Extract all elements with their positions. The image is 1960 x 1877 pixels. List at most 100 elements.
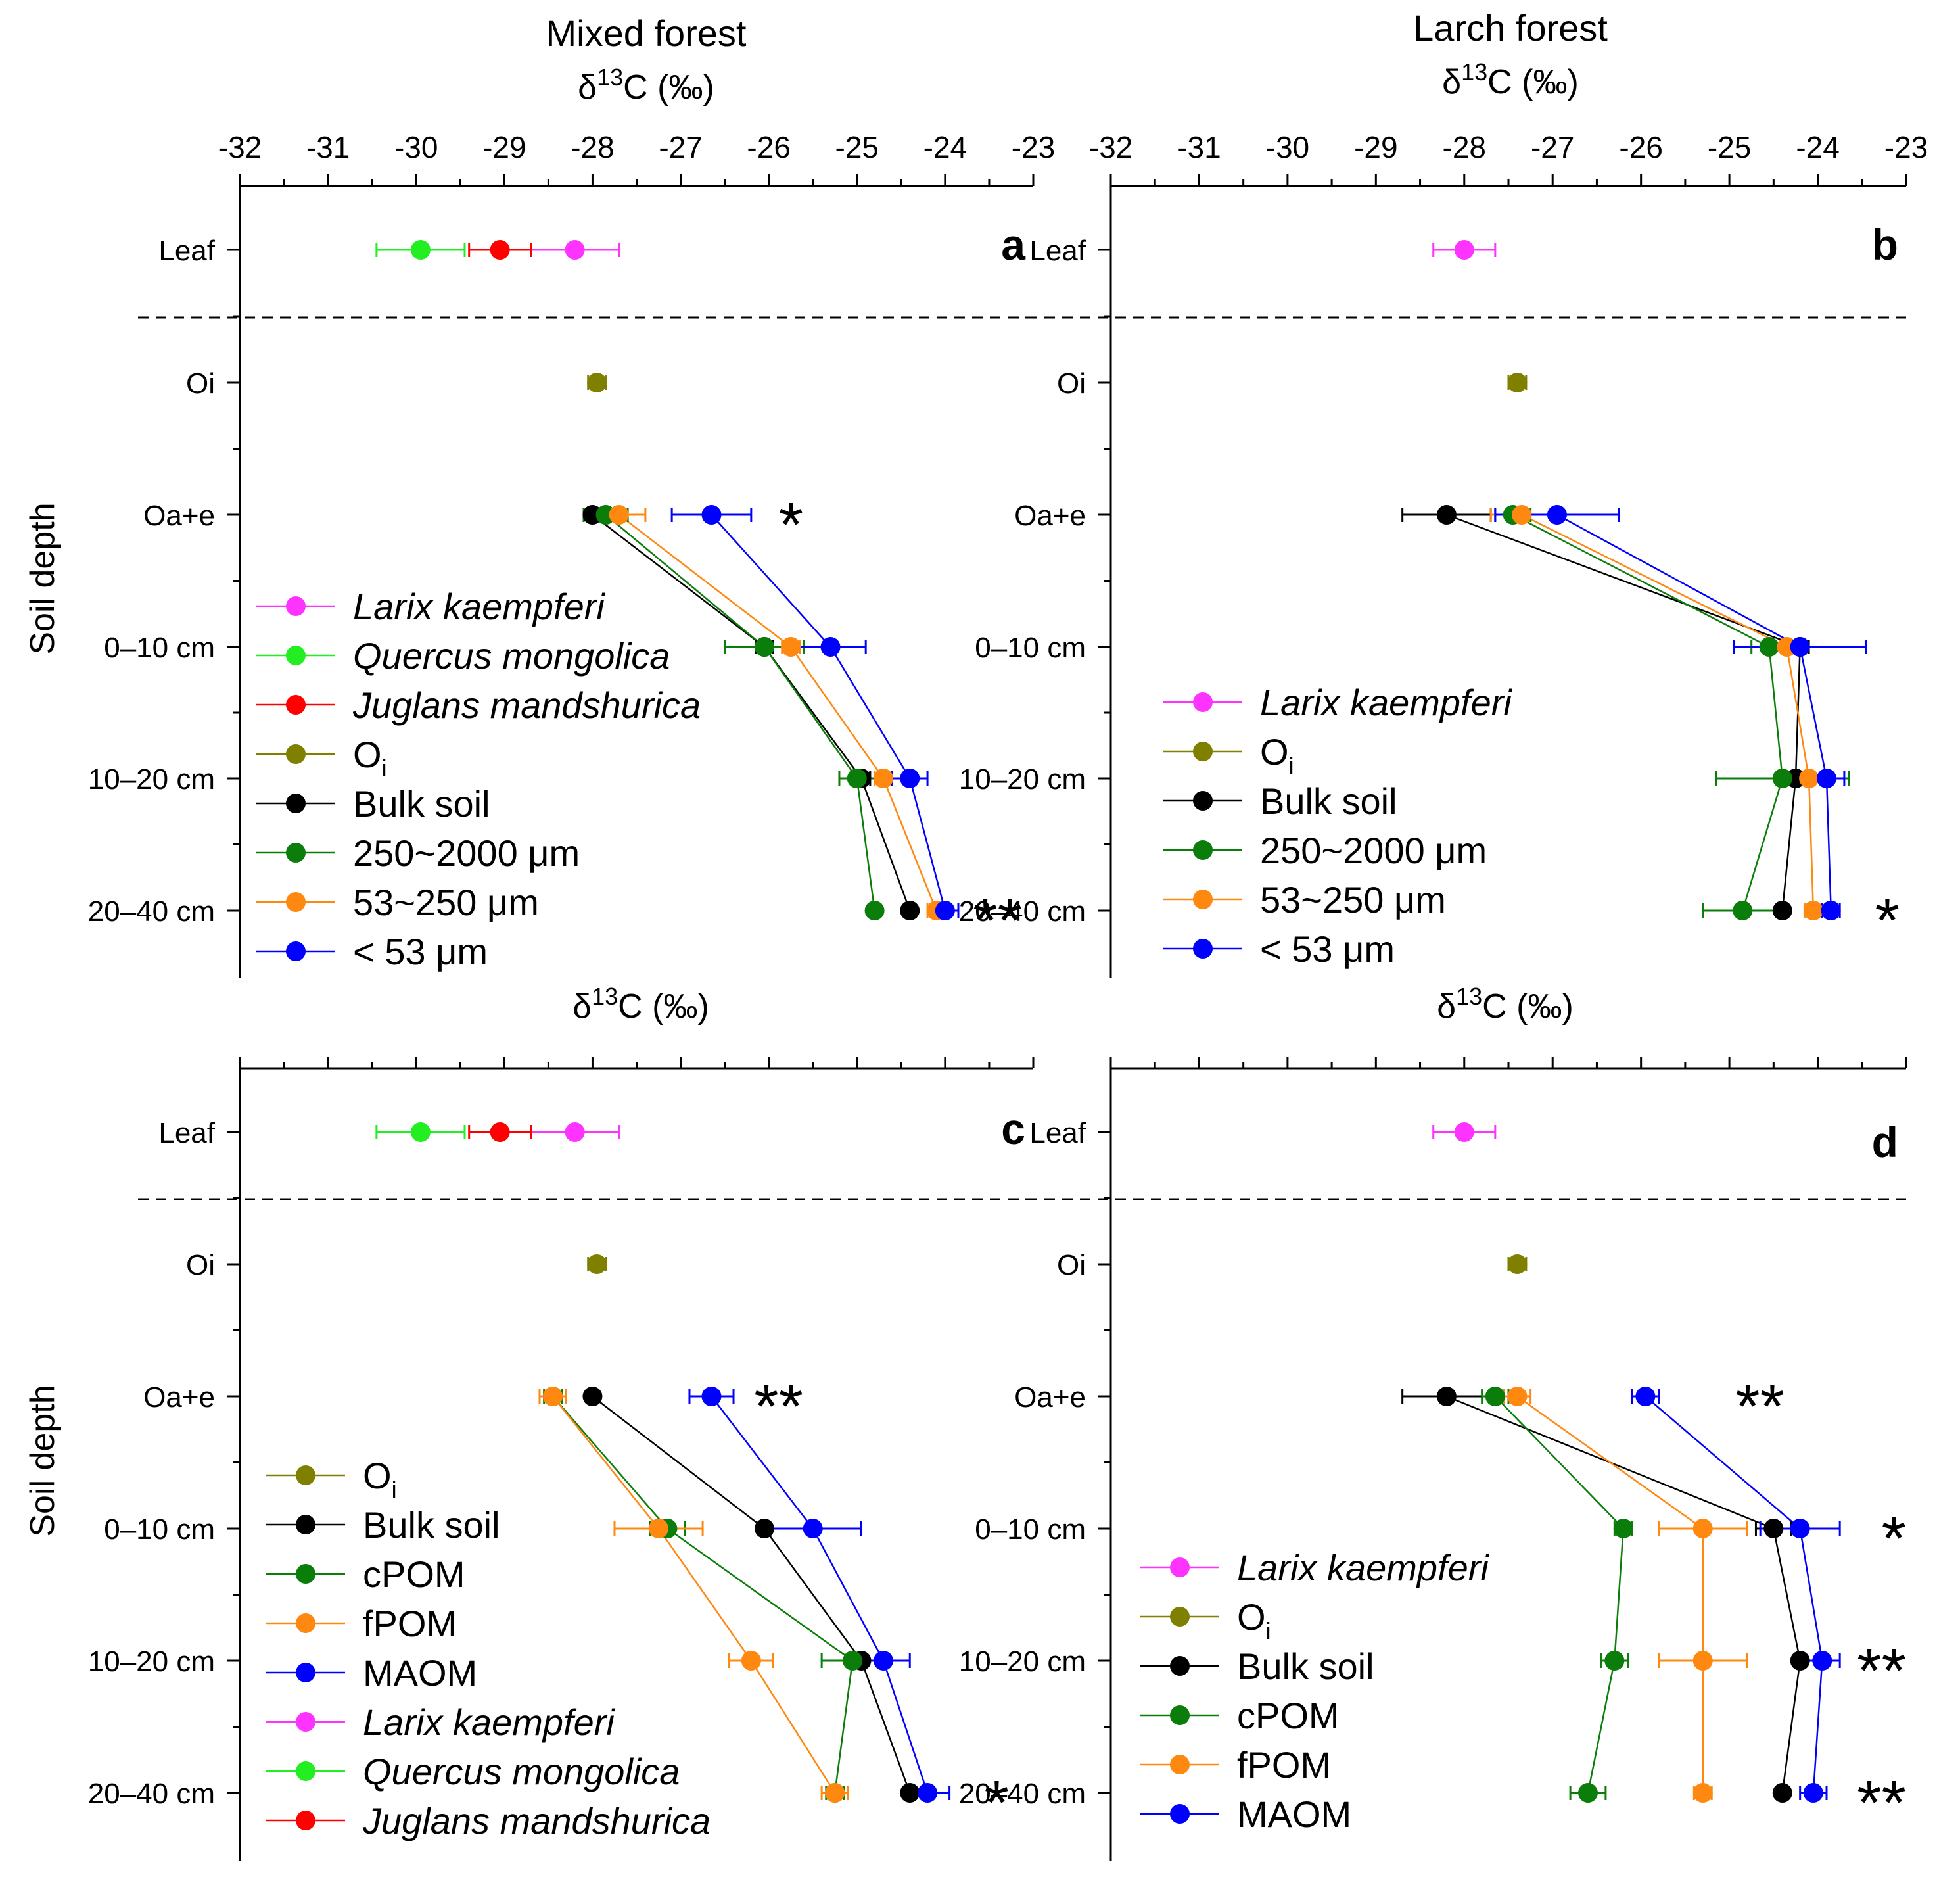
legend-marker xyxy=(286,596,306,616)
y-tick-label: 10–20 cm xyxy=(88,1646,215,1678)
legend-marker xyxy=(286,794,306,813)
legend-item: cPOM xyxy=(266,1554,465,1595)
significance-mark: ** xyxy=(1857,1768,1906,1838)
series-point xyxy=(1692,1519,1713,1538)
legend-label: < 53 μm xyxy=(353,931,488,972)
series-point xyxy=(874,1651,894,1671)
legend-item: 250~2000 μm xyxy=(256,832,580,874)
legend-item: MAOM xyxy=(1140,1794,1351,1835)
series-line xyxy=(711,514,946,911)
series-point xyxy=(1547,505,1567,525)
y-tick-label: 20–40 cm xyxy=(88,895,215,928)
series-line xyxy=(605,514,875,911)
panel-letter: d xyxy=(1872,1118,1898,1166)
series-point xyxy=(864,901,885,920)
legend-marker xyxy=(1193,890,1213,909)
oi-point xyxy=(1507,373,1528,392)
y-tick-label: 10–20 cm xyxy=(88,763,215,796)
series-point xyxy=(781,637,801,657)
series-point xyxy=(1772,1783,1792,1803)
legend-item: Bulk soil xyxy=(1140,1646,1374,1687)
legend-label: MAOM xyxy=(363,1652,477,1694)
y-tick-label: Oa+e xyxy=(143,1381,215,1414)
x-tick-label: -28 xyxy=(571,130,614,164)
series-point xyxy=(1763,1519,1784,1538)
axis-title-larch: δ13C (‰) xyxy=(1442,59,1579,101)
series-point xyxy=(1578,1783,1598,1803)
series-point xyxy=(1733,901,1753,920)
series-point xyxy=(1635,1387,1656,1406)
series-point xyxy=(543,1387,563,1406)
legend-item: fPOM xyxy=(1140,1744,1331,1786)
series-line xyxy=(1521,513,1815,911)
legend-label: Larix kaempferi xyxy=(1260,682,1512,723)
panel-letter: a xyxy=(1001,220,1026,269)
series-line xyxy=(1556,513,1832,911)
legend-label: 250~2000 μm xyxy=(1260,830,1487,871)
legend-label: cPOM xyxy=(1237,1695,1340,1736)
legend-marker xyxy=(1193,742,1213,761)
legend-label: < 53 μm xyxy=(1260,928,1395,970)
y-tick-label: Oa+e xyxy=(1014,1381,1086,1414)
panel-a: -32 -31 -30 -29 -28 -27 -26 -25 -24 -23 Leaf Oi Oa+e… xyxy=(88,130,1055,978)
series-point xyxy=(582,1387,603,1406)
legend-item: cPOM xyxy=(1140,1695,1340,1736)
series-point xyxy=(1799,769,1819,788)
legend-item: Oi xyxy=(266,1455,397,1503)
y-tick-label: Leaf xyxy=(158,235,215,267)
legend: Larix kaempferi Quercus mongolica Juglans … xyxy=(256,586,701,972)
y-axis-title-top: Soil depth xyxy=(24,502,62,654)
legend-item: Quercus mongolica xyxy=(256,635,670,677)
series-point xyxy=(754,637,774,657)
series-point xyxy=(649,1519,669,1538)
leaf-point xyxy=(1454,1122,1474,1142)
series-point xyxy=(701,1387,722,1406)
x-tick-label: -27 xyxy=(659,130,702,164)
significance-mark: ** xyxy=(1857,1636,1906,1706)
legend-label: Larix kaempferi xyxy=(363,1701,615,1743)
legend-marker xyxy=(286,941,306,961)
series-line xyxy=(1645,1396,1823,1794)
series-point xyxy=(1604,1651,1625,1671)
series-line xyxy=(618,514,937,911)
x-tick-label: -28 xyxy=(1443,130,1486,164)
y-tick-label: Leaf xyxy=(158,1117,215,1149)
legend-marker xyxy=(286,843,306,863)
legend-item: Bulk soil xyxy=(256,783,490,824)
series-point xyxy=(1692,1783,1713,1803)
significance-mark: * xyxy=(1875,886,1900,956)
series-line xyxy=(711,1396,929,1794)
leaf-point xyxy=(410,1122,431,1142)
legend-marker xyxy=(1193,840,1213,860)
y-tick-label: Leaf xyxy=(1029,235,1086,267)
y-tick-label: 20–40 cm xyxy=(959,1778,1086,1810)
legend-marker xyxy=(1193,692,1213,712)
x-tick-label: -29 xyxy=(1354,130,1397,164)
series-point xyxy=(1436,1387,1457,1406)
y-tick-label: 10–20 cm xyxy=(959,763,1086,796)
x-tick-label: -24 xyxy=(923,130,967,164)
legend-marker xyxy=(286,695,306,715)
legend-label: 53~250 μm xyxy=(1260,879,1446,920)
leaf-point xyxy=(410,240,431,260)
legend-item: Bulk soil xyxy=(266,1504,500,1546)
series-point xyxy=(1790,637,1810,657)
legend-marker xyxy=(286,646,306,665)
x-tick-label: -23 xyxy=(1012,130,1055,164)
legend-label: Bulk soil xyxy=(353,783,490,824)
legend-item: 53~250 μm xyxy=(1163,879,1446,920)
series-point xyxy=(1436,505,1457,525)
legend-item: Oi xyxy=(1163,731,1294,779)
series-point xyxy=(843,1651,863,1671)
series-point xyxy=(1803,1783,1823,1803)
legend-item: Larix kaempferi xyxy=(266,1701,615,1743)
series-point xyxy=(609,505,629,525)
legend-label: fPOM xyxy=(1237,1744,1331,1786)
series-point xyxy=(1692,1651,1713,1671)
legend-marker xyxy=(1170,1705,1190,1725)
significance-mark: * xyxy=(985,1768,1009,1838)
